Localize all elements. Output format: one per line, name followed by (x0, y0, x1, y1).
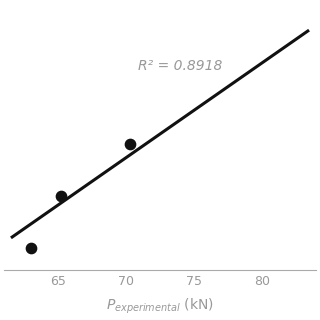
X-axis label: $P_{experimental}$ (kN): $P_{experimental}$ (kN) (106, 297, 214, 316)
Point (128, 141, 133, 146)
Text: R² = 0.8918: R² = 0.8918 (138, 59, 222, 73)
Point (29, 245, 34, 250)
Point (59, 193, 64, 198)
